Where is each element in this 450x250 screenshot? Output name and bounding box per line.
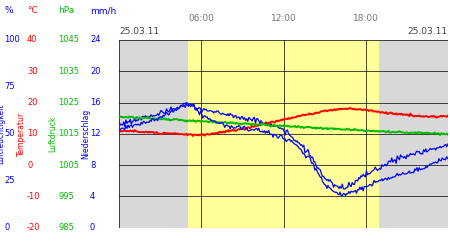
Text: 24: 24 — [90, 36, 100, 44]
Text: 25.03.11: 25.03.11 — [408, 27, 448, 36]
Text: -10: -10 — [27, 192, 40, 201]
Text: %: % — [4, 6, 13, 15]
Text: 8: 8 — [90, 160, 95, 170]
Text: 985: 985 — [58, 223, 74, 232]
Text: 100: 100 — [4, 36, 20, 44]
Text: °C: °C — [27, 6, 38, 15]
Text: Luftdruck: Luftdruck — [49, 116, 58, 152]
Text: 10: 10 — [27, 129, 37, 138]
Text: 1025: 1025 — [58, 98, 80, 107]
Text: 16: 16 — [90, 98, 101, 107]
Text: Niederschlag: Niederschlag — [81, 108, 90, 159]
Text: 20: 20 — [90, 67, 100, 76]
Text: 25: 25 — [4, 176, 15, 185]
Text: Luftfeuchtigkeit: Luftfeuchtigkeit — [0, 104, 5, 164]
Text: 0: 0 — [90, 223, 95, 232]
Text: 06:00: 06:00 — [189, 14, 214, 23]
Text: Temperatur: Temperatur — [17, 112, 26, 156]
Text: 1015: 1015 — [58, 129, 80, 138]
Text: 75: 75 — [4, 82, 15, 91]
Text: 50: 50 — [4, 129, 15, 138]
Text: 1035: 1035 — [58, 67, 80, 76]
Text: 18:00: 18:00 — [353, 14, 378, 23]
Text: 30: 30 — [27, 67, 38, 76]
Text: 12:00: 12:00 — [270, 14, 297, 23]
Text: mm/h: mm/h — [90, 6, 116, 15]
Text: 40: 40 — [27, 36, 37, 44]
Text: hPa: hPa — [58, 6, 75, 15]
Bar — [188, 40, 379, 228]
Text: 995: 995 — [58, 192, 74, 201]
Text: 4: 4 — [90, 192, 95, 201]
Text: 12: 12 — [90, 129, 100, 138]
Text: 1045: 1045 — [58, 36, 80, 44]
Text: 1005: 1005 — [58, 160, 80, 170]
Text: -20: -20 — [27, 223, 40, 232]
Text: 20: 20 — [27, 98, 37, 107]
Text: 0: 0 — [4, 223, 10, 232]
Text: 0: 0 — [27, 160, 32, 170]
Text: 25.03.11: 25.03.11 — [119, 27, 159, 36]
